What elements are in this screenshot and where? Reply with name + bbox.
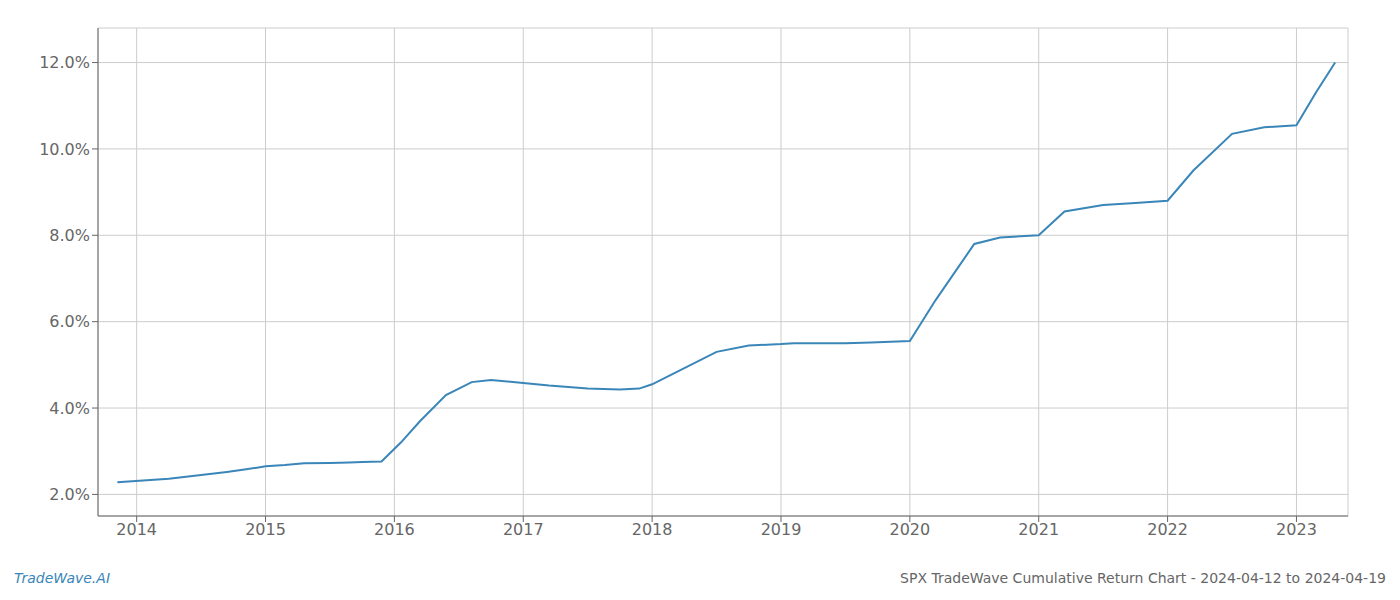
svg-text:2015: 2015	[245, 520, 286, 539]
svg-text:2019: 2019	[761, 520, 802, 539]
svg-text:2023: 2023	[1276, 520, 1317, 539]
svg-text:2017: 2017	[503, 520, 544, 539]
svg-text:8.0%: 8.0%	[49, 226, 90, 245]
svg-text:2.0%: 2.0%	[49, 485, 90, 504]
svg-text:2020: 2020	[889, 520, 930, 539]
svg-text:2021: 2021	[1018, 520, 1059, 539]
svg-text:10.0%: 10.0%	[39, 140, 90, 159]
svg-text:4.0%: 4.0%	[49, 399, 90, 418]
svg-text:2014: 2014	[116, 520, 157, 539]
html-text:TradeWave.AI: TradeWave.AI	[14, 570, 110, 586]
svg-text:12.0%: 12.0%	[39, 53, 90, 72]
svg-text:2016: 2016	[374, 520, 415, 539]
svg-text:2018: 2018	[632, 520, 673, 539]
html-text:SPX TradeWave Cumulative Retur: SPX TradeWave Cumulative Return Chart - …	[900, 570, 1386, 586]
svg-text:6.0%: 6.0%	[49, 312, 90, 331]
svg-text:2022: 2022	[1147, 520, 1188, 539]
